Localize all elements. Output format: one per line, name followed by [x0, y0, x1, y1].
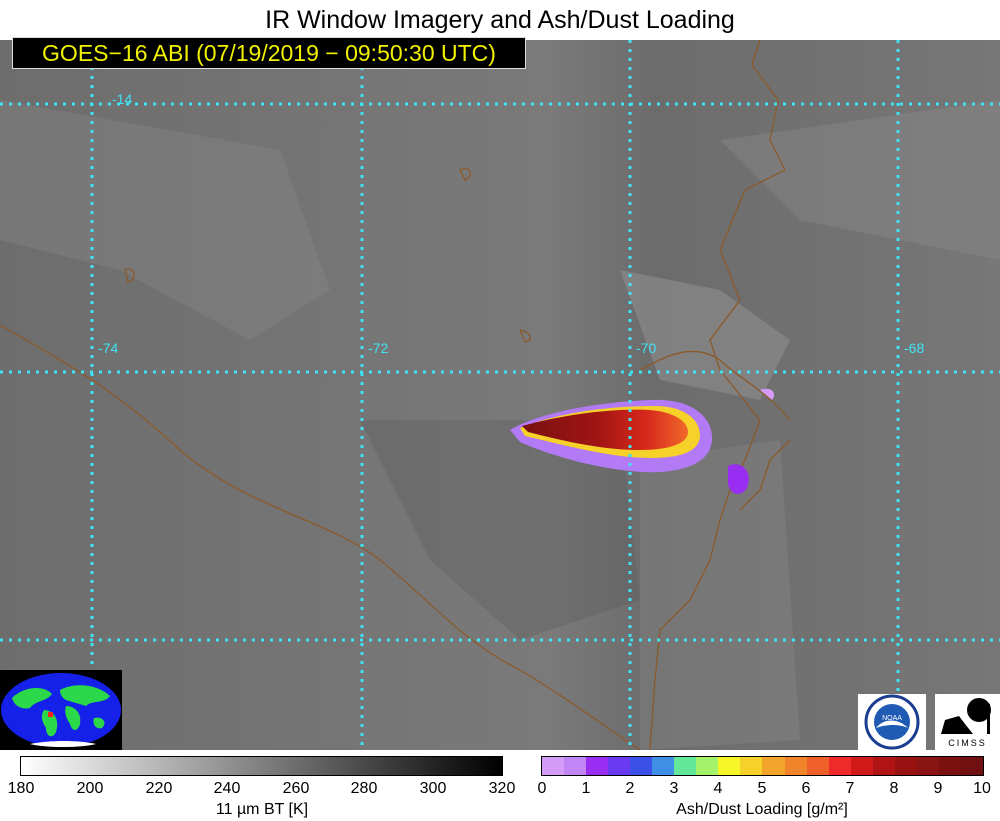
graticule — [0, 40, 1000, 750]
bt-tick: 240 — [213, 780, 241, 797]
ash-colorbar — [541, 756, 984, 776]
bt-tick: 200 — [76, 780, 104, 797]
ash-colorbar-segment — [740, 757, 763, 775]
ash-tick: 3 — [669, 780, 679, 797]
ash-tick: 5 — [757, 780, 767, 797]
lon-label-72: -72 — [368, 340, 388, 356]
ash-tick: 1 — [581, 780, 591, 797]
bt-tick: 300 — [419, 780, 447, 797]
ash-colorbar-segment — [938, 757, 961, 775]
ash-tick: 9 — [933, 780, 943, 797]
cimss-text: CIMSS — [948, 738, 987, 748]
ash-colorbar-segment — [608, 757, 631, 775]
ash-tick: 0 — [537, 780, 547, 797]
ash-tick: 4 — [713, 780, 723, 797]
bt-tick: 280 — [350, 780, 378, 797]
lon-label-70: -70 — [636, 340, 656, 356]
bt-colorbar-label: 11 µm BT [K] — [215, 801, 309, 818]
ash-colorbar-label: Ash/Dust Loading [g/m²] — [676, 801, 848, 818]
svg-text:NOAA: NOAA — [882, 715, 902, 722]
ash-tick: 2 — [625, 780, 635, 797]
country-borders — [0, 40, 791, 750]
ash-colorbar-segment — [872, 757, 895, 775]
ash-colorbar-segment — [718, 757, 741, 775]
ash-colorbar-segment — [586, 757, 609, 775]
bt-tick: 260 — [282, 780, 310, 797]
ash-colorbar-segment — [894, 757, 917, 775]
ash-colorbar-segment — [960, 757, 983, 775]
ash-colorbar-segment — [696, 757, 719, 775]
bt-tick: 180 — [7, 780, 35, 797]
ash-colorbar-segment — [916, 757, 939, 775]
ash-colorbar-segment — [828, 757, 851, 775]
satellite-timestamp: GOES−16 ABI (07/19/2019 − 09:50:30 UTC) — [12, 37, 526, 69]
ash-colorbar-segment — [806, 757, 829, 775]
ash-colorbar-segment — [784, 757, 807, 775]
lon-label-68: -68 — [904, 340, 924, 356]
ash-tick: 8 — [889, 780, 899, 797]
cimss-logo: CIMSS — [935, 694, 1000, 750]
ir-ash-map: -74 -72 -70 -68 -14 — [0, 40, 1000, 750]
bt-tick: 220 — [145, 780, 173, 797]
ash-plume — [510, 388, 775, 494]
lat-label-14: -14 — [112, 91, 132, 107]
lon-label-74: -74 — [98, 340, 118, 356]
ash-tick: 10 — [973, 780, 991, 797]
ash-colorbar-segment — [762, 757, 785, 775]
ash-colorbar-segment — [674, 757, 697, 775]
ir-background — [0, 40, 1000, 750]
ash-colorbar-segment — [850, 757, 873, 775]
map-title: IR Window Imagery and Ash/Dust Loading — [265, 6, 735, 34]
ash-tick: 6 — [801, 780, 811, 797]
ash-tick: 7 — [845, 780, 855, 797]
bt-tick: 320 — [488, 780, 516, 797]
noaa-logo: NOAA — [858, 694, 926, 750]
ash-colorbar-segment — [542, 757, 565, 775]
globe-inset — [0, 670, 122, 750]
ash-colorbar-segment — [652, 757, 675, 775]
ash-colorbar-segment — [564, 757, 587, 775]
bt-colorbar — [20, 756, 503, 776]
ash-colorbar-segment — [630, 757, 653, 775]
